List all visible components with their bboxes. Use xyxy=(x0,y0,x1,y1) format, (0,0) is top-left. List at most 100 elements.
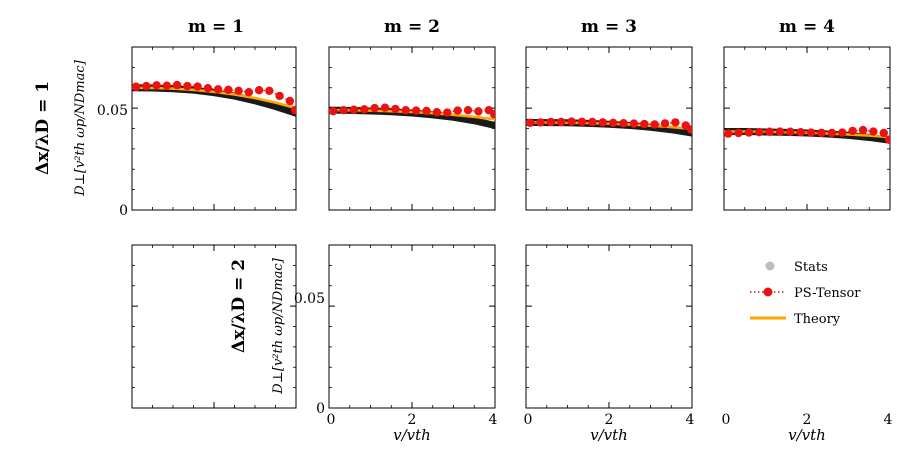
ytick-label-0: 0 xyxy=(119,203,128,219)
stats-point xyxy=(231,354,237,360)
panel-plot-area xyxy=(526,117,692,137)
stats-point xyxy=(471,117,478,124)
ps-tensor-point xyxy=(349,105,359,114)
ps-tensor-point xyxy=(142,357,150,365)
x-axis-label-col3: v/vth xyxy=(590,426,628,444)
panel-row2-m4 xyxy=(525,244,695,409)
ps-tensor-point xyxy=(443,367,451,375)
ps-tensor-point xyxy=(858,125,868,135)
ps-tensor-point xyxy=(567,117,576,126)
ps-tensor-point xyxy=(629,119,639,128)
legend-theory-label: Theory xyxy=(794,312,841,327)
ps-tensor-point xyxy=(724,129,733,138)
stats-point xyxy=(190,355,196,361)
ps-tensor-point xyxy=(391,367,399,375)
ps-tensor-point xyxy=(650,120,659,129)
panel-row2-m2 xyxy=(131,244,299,409)
ps-tensor-point xyxy=(224,85,233,94)
panel-frame xyxy=(328,244,496,409)
ps-tensor-point xyxy=(422,106,431,116)
ps-tensor-point xyxy=(391,104,400,114)
stats-point xyxy=(627,370,633,376)
ps-tensor-point xyxy=(329,368,337,376)
ps-tensor-point xyxy=(291,361,299,369)
stats-point xyxy=(471,364,477,370)
ps-tensor-point xyxy=(245,356,253,364)
x-axis-label-col2: v/vth xyxy=(393,426,431,444)
row-label-dx1: Δx/λD = 1 xyxy=(33,81,53,175)
theory-line xyxy=(329,368,495,370)
xtick-label: 4 xyxy=(884,412,893,428)
ps-tensor-point xyxy=(370,103,379,113)
ps-tensor-point xyxy=(132,357,140,365)
xtick-label: 0 xyxy=(327,412,336,428)
ps-tensor-line xyxy=(333,370,494,373)
panel-row2-m3 xyxy=(328,244,496,409)
ps-tensor-point xyxy=(411,106,421,115)
ps-tensor-point xyxy=(142,81,151,91)
stats-point xyxy=(170,356,176,362)
ps-tensor-point xyxy=(879,128,888,138)
stats-point xyxy=(430,364,436,370)
xtick-label: 0 xyxy=(722,412,731,428)
ps-tensor-point xyxy=(765,127,774,136)
ps-tensor-point xyxy=(275,91,284,101)
ps-tensor-point xyxy=(578,373,586,381)
ps-tensor-point xyxy=(734,128,743,138)
panel-plot-area xyxy=(329,103,495,129)
ps-tensor-point xyxy=(183,81,192,91)
x-axis-label-col4: v/vth xyxy=(788,426,826,444)
legend-ps-tensor-marker xyxy=(763,287,773,297)
ps-tensor-point xyxy=(203,83,213,93)
ps-tensor-point xyxy=(401,105,410,115)
ps-tensor-point xyxy=(433,367,441,375)
ps-tensor-point xyxy=(152,81,161,90)
panel-frame xyxy=(131,46,297,211)
ps-tensor-point xyxy=(687,376,695,384)
legend-ps-tensor-label: PS-Tensor xyxy=(794,286,861,301)
ps-tensor-point xyxy=(577,117,587,126)
panel-row1-m4 xyxy=(723,46,891,211)
ps-tensor-point xyxy=(817,128,826,137)
ps-tensor-point xyxy=(619,372,627,380)
stats-point xyxy=(544,373,550,379)
ps-tensor-point xyxy=(381,367,389,375)
ps-tensor-point xyxy=(661,374,669,382)
row-label-dx2: Δx/λD = 2 xyxy=(229,259,249,353)
ps-tensor-point xyxy=(339,367,347,375)
ps-tensor-point xyxy=(132,82,141,91)
ps-tensor-point xyxy=(588,117,597,127)
ps-tensor-point xyxy=(557,374,565,382)
legend: Stats PS-Tensor Theory xyxy=(750,260,861,327)
ps-tensor-point xyxy=(796,127,805,137)
ps-tensor-point xyxy=(432,108,442,117)
ps-tensor-line xyxy=(530,376,691,379)
ps-tensor-point xyxy=(660,119,670,128)
ps-tensor-point xyxy=(848,126,857,136)
ps-tensor-point xyxy=(598,118,607,127)
ps-tensor-point xyxy=(360,367,368,375)
ps-tensor-point xyxy=(567,373,575,381)
xtick-label: 0 xyxy=(524,412,533,428)
stats-point xyxy=(272,103,279,110)
column-title-m4: m = 4 xyxy=(779,17,835,37)
ps-tensor-point xyxy=(806,128,816,137)
ps-tensor-point xyxy=(489,110,495,119)
ps-tensor-point xyxy=(234,356,242,364)
ps-tensor-point xyxy=(244,88,254,97)
ps-tensor-point xyxy=(370,367,378,375)
ps-tensor-point xyxy=(163,356,171,364)
ps-tensor-point xyxy=(290,105,296,115)
ps-tensor-point xyxy=(193,356,201,364)
stats-series xyxy=(526,373,692,378)
ps-tensor-point xyxy=(402,367,410,375)
ps-tensor-point xyxy=(838,128,847,137)
stats-point xyxy=(409,364,415,370)
xtick-label: 2 xyxy=(803,412,812,428)
theory-line xyxy=(526,374,692,377)
ps-tensor-point xyxy=(536,118,545,127)
ps-tensor-point xyxy=(640,119,649,129)
stats-point xyxy=(211,354,217,360)
ps-tensor-point xyxy=(682,375,690,383)
